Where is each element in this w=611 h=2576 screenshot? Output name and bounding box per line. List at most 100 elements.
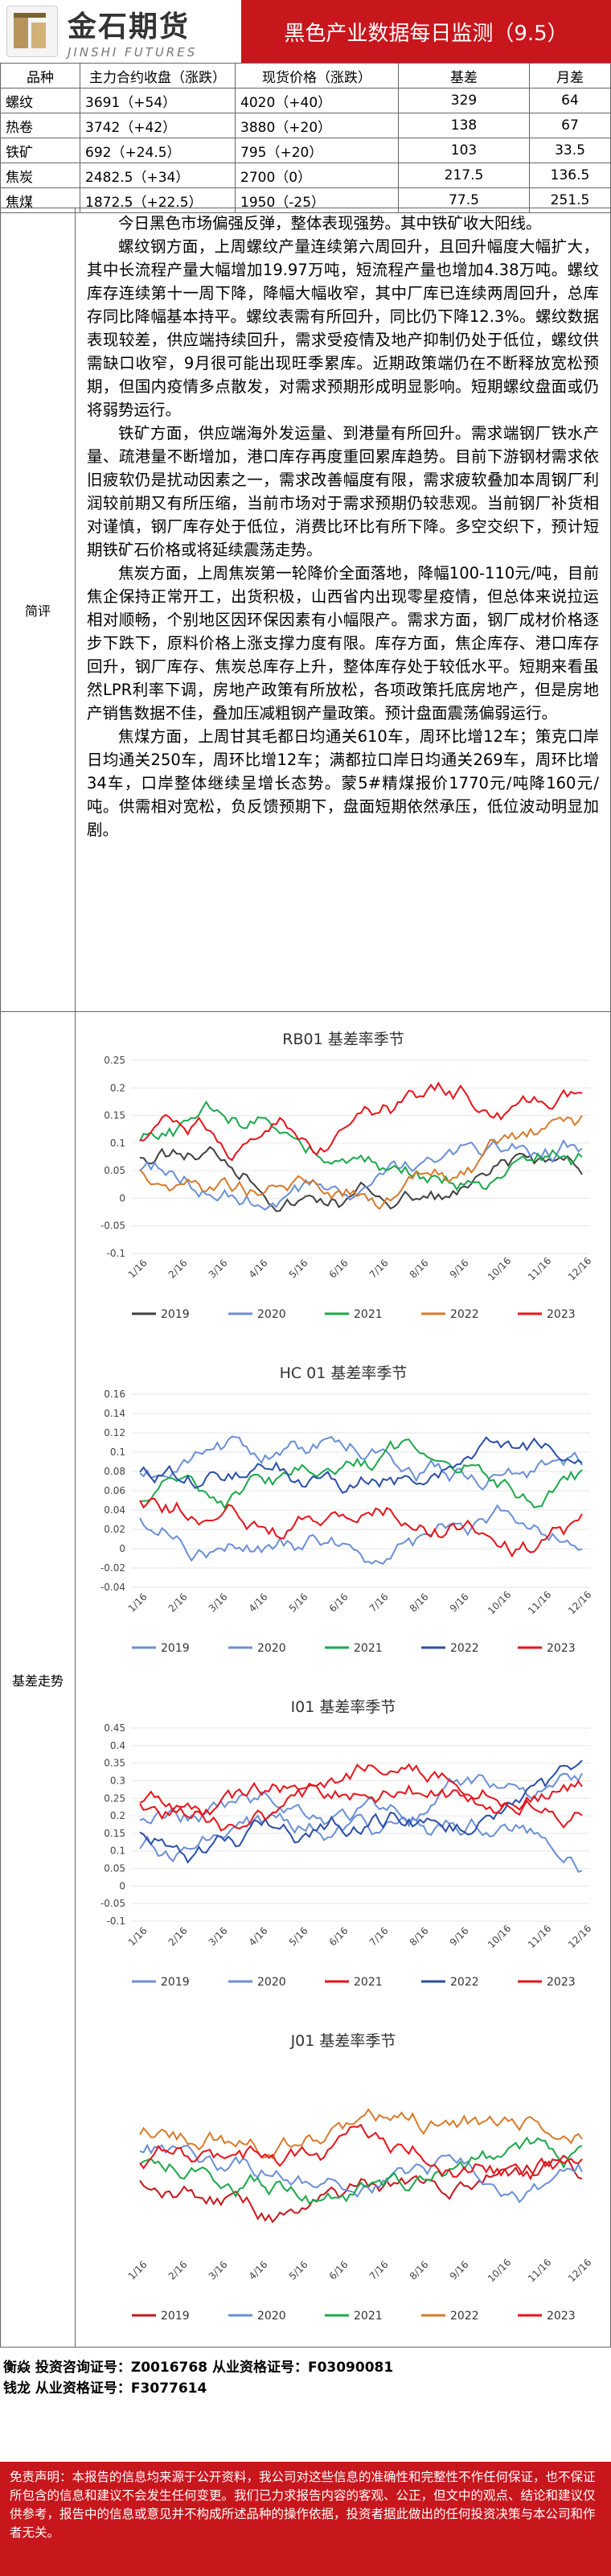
x-tick-label: 3/16	[207, 2259, 230, 2282]
legend-label: 2019	[161, 2310, 190, 2323]
column-header: 基差	[398, 63, 530, 88]
x-tick-label: 3/16	[207, 1925, 230, 1948]
y-tick-label: 0.25	[104, 1792, 125, 1804]
series-line-2019	[139, 2154, 583, 2224]
y-tick-label: -0.04	[100, 1582, 125, 1593]
y-tick-label: 0.12	[104, 1427, 125, 1438]
series-line-2023	[139, 1497, 583, 1558]
product-name: 焦煤	[0, 187, 80, 213]
y-tick-label: 0.2	[110, 1082, 125, 1093]
x-tick-label: 12/16	[566, 1589, 593, 1616]
x-tick-label: 2/16	[166, 1925, 190, 1948]
basis-trend-label: 基差走势	[1, 1012, 76, 2347]
series-line-2019	[139, 1772, 583, 1825]
chart-title: RB01 基差率季节	[282, 1031, 404, 1048]
series-line-2023	[139, 1763, 583, 1832]
y-tick-label: 0.15	[104, 1828, 125, 1839]
series-line-2021	[139, 2136, 583, 2205]
spread-value: 251.5	[529, 187, 611, 213]
table-row: 螺纹 3691（+54） 4020（+40） 329 64	[0, 88, 611, 113]
x-tick-label: 11/16	[526, 1923, 553, 1950]
legend-label: 2022	[450, 1976, 479, 1989]
legend-label: 2019	[161, 1976, 190, 1989]
table-row: 铁矿 692（+24.5） 795（+20） 103 33.5	[0, 138, 611, 163]
y-tick-label: -0.1	[107, 1248, 125, 1259]
x-tick-label: 10/16	[486, 1255, 513, 1282]
x-tick-label: 11/16	[526, 1589, 553, 1616]
legend-label: 2019	[161, 1308, 190, 1321]
x-tick-label: 10/16	[486, 2257, 513, 2284]
logo-emblem-icon	[6, 6, 58, 57]
series-line-2023	[139, 1081, 583, 1162]
x-tick-label: 2/16	[166, 1257, 190, 1281]
commentary-paragraph: 焦炭方面，上周焦炭第一轮降价全面落地，降幅100-110元/吨，目前焦企保持正常…	[87, 564, 599, 722]
x-tick-label: 5/16	[287, 1925, 310, 1948]
series-line-2020	[139, 1435, 583, 1492]
x-tick-label: 6/16	[327, 1591, 351, 1615]
x-tick-label: 4/16	[247, 1925, 270, 1948]
legend-label: 2021	[354, 1976, 383, 1989]
x-tick-label: 4/16	[247, 1257, 270, 1281]
legend-label: 2022	[450, 1642, 479, 1655]
rb01-basis-chart: RB01 基差率季节 0.25 0.2 0.15 0.1 0.05 0 -0.05 -0.1 1/…	[76, 1012, 611, 1342]
y-tick-label: 0.16	[104, 1389, 125, 1400]
x-tick-label: 9/16	[448, 1925, 471, 1948]
x-tick-label: 7/16	[367, 1591, 391, 1615]
legend-label: 2023	[547, 1976, 576, 1989]
spread-value: 67	[529, 113, 611, 138]
disclaimer: 免责声明：本报告的信息均来源于公开资料，我公司对这些信息的准确性和完整性不作任何…	[0, 2462, 611, 2576]
series-line-2019	[139, 1504, 583, 1565]
y-tick-label: 0	[119, 1880, 125, 1891]
analyst-line: 钱龙 从业资格证号：F3077614	[3, 2381, 207, 2397]
chart-title: I01 基差率季节	[291, 1698, 396, 1716]
report-title: 黑色产业数据每日监测（9.5）	[241, 0, 611, 63]
x-tick-label: 3/16	[207, 1257, 230, 1281]
logo-name-en: JINSHI FUTURES	[68, 45, 198, 60]
series-line-2021	[139, 1100, 583, 1191]
legend-label: 2020	[257, 1642, 286, 1655]
analyst-info: 衡焱 投资咨询证号：Z0016768 从业资格证号：F03090081 钱龙 从…	[0, 2349, 611, 2413]
y-tick-label: -0.05	[100, 1220, 125, 1232]
x-tick-label: 4/16	[247, 2259, 270, 2282]
main-contract-close: 2482.5（+34）	[80, 163, 236, 188]
chart-title: HC 01 基差率季节	[280, 1364, 408, 1382]
company-logo: 金石期货 JINSHI FUTURES	[0, 0, 241, 63]
legend-label: 2022	[450, 1308, 479, 1321]
y-tick-label: 0.1	[110, 1846, 125, 1857]
logo-name-cn: 金石期货	[68, 10, 191, 43]
x-tick-label: 11/16	[526, 2257, 553, 2284]
basis-value: 329	[398, 88, 530, 113]
x-tick-label: 10/16	[486, 1923, 513, 1950]
y-tick-label: -0.1	[107, 1916, 125, 1927]
main-contract-close: 3691（+54）	[80, 88, 236, 113]
y-tick-label: 0.05	[104, 1165, 125, 1176]
basis-value: 138	[398, 113, 530, 138]
x-tick-label: 5/16	[287, 1591, 310, 1615]
commentary-label: 简评	[1, 208, 76, 1011]
product-name: 螺纹	[0, 88, 80, 113]
series-line-2022	[139, 1436, 583, 1494]
y-tick-label: 0.35	[104, 1758, 125, 1769]
table-row: 焦煤 1872.5（+22.5） 1950（-25） 77.5 251.5	[0, 187, 611, 213]
x-tick-label: 12/16	[566, 2257, 593, 2284]
spot-price: 2700（0）	[235, 163, 399, 188]
x-tick-label: 7/16	[367, 2259, 391, 2282]
legend-label: 2021	[354, 1642, 383, 1655]
commentary-paragraph: 焦煤方面，上周甘其毛都日均通关610车，周环比增12车；策克口岸日均通关250车…	[87, 727, 599, 839]
i01-basis-chart: I01 基差率季节 0.45 0.4 0.35 0.3 0.25 0.2 0.15 0.1 0.0…	[76, 1680, 611, 2010]
x-tick-label: 8/16	[408, 2259, 431, 2282]
y-tick-label: 0.4	[110, 1740, 125, 1751]
product-name: 焦炭	[0, 163, 80, 188]
x-tick-label: 11/16	[526, 1255, 553, 1282]
main-contract-close: 1872.5（+22.5）	[80, 187, 236, 213]
y-tick-label: 0	[119, 1192, 125, 1204]
legend-label: 2021	[354, 2310, 383, 2323]
x-tick-label: 8/16	[408, 1925, 431, 1948]
y-tick-label: 0.08	[104, 1466, 125, 1477]
y-tick-label: 0.06	[104, 1485, 125, 1496]
commentary-paragraph: 铁矿方面，供应端海外发运量、到港量有所回升。需求端钢厂铁水产量、疏港量不断增加，…	[87, 424, 599, 559]
spread-value: 64	[529, 88, 611, 113]
product-name: 热卷	[0, 113, 80, 138]
report-header: 金石期货 JINSHI FUTURES 黑色产业数据每日监测（9.5）	[0, 0, 611, 63]
basis-value: 103	[398, 138, 530, 163]
